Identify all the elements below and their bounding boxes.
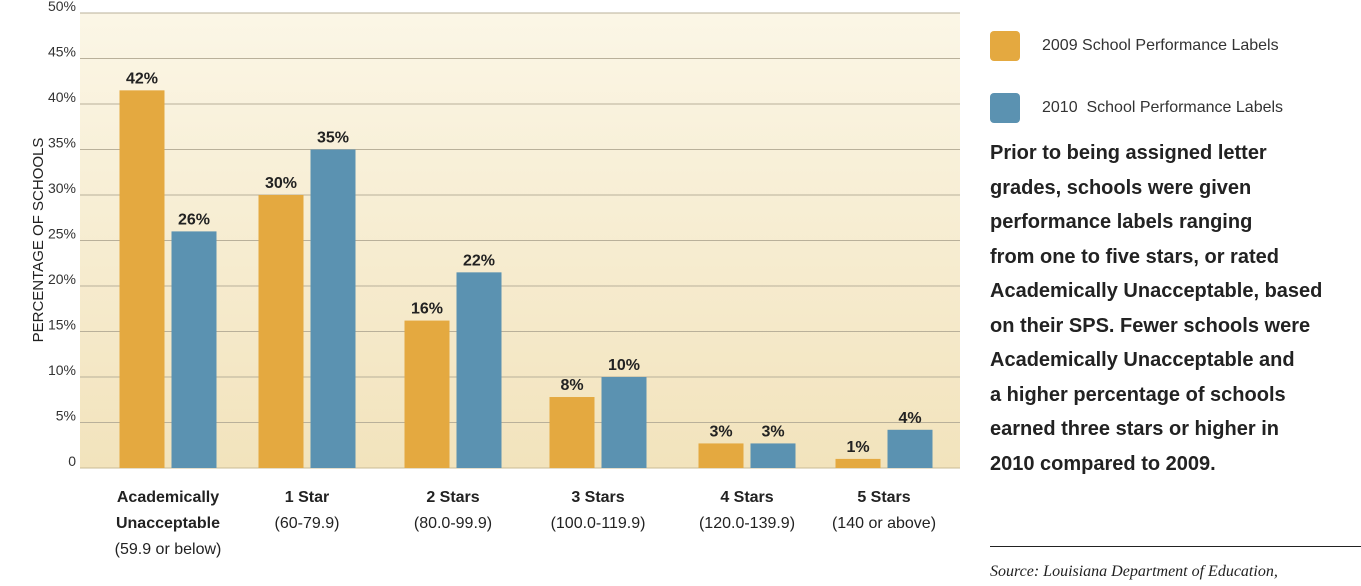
category-range: (120.0-139.9) (699, 515, 795, 532)
y-tick-label: 30% (48, 180, 76, 196)
y-tick-label: 0 (68, 453, 76, 469)
data-label: 10% (608, 357, 640, 374)
data-label: 22% (463, 252, 495, 269)
bar-2010 (750, 443, 796, 468)
category-range: (80.0-99.9) (414, 515, 492, 532)
category-range: (100.0-119.9) (551, 515, 646, 532)
data-label: 30% (265, 175, 297, 192)
y-tick-label: 35% (48, 135, 76, 151)
y-tick-label: 40% (48, 89, 76, 105)
bar-2010 (456, 272, 502, 468)
note-line: Academically Unacceptable and (990, 349, 1295, 371)
note-line: a higher percentage of schools (990, 383, 1286, 406)
note-line: grades, schools were given (990, 176, 1252, 199)
legend-item-2009: 2009 School Performance Labels (990, 15, 1283, 77)
y-tick-label: 45% (48, 44, 76, 60)
data-label: 3% (709, 423, 732, 440)
bar-2009 (698, 443, 744, 468)
data-label: 35% (317, 130, 349, 147)
bar-2010 (887, 429, 933, 468)
legend-item-2010: 2010 School Performance Labels (990, 77, 1283, 139)
legend: 2009 School Performance Labels 2010 Scho… (990, 15, 1283, 139)
y-tick-label: 50% (48, 0, 76, 14)
note-line: performance labels ranging (990, 211, 1253, 233)
note-line: on their SPS. Fewer schools were (990, 314, 1311, 337)
data-label: 3% (761, 423, 784, 440)
bar-2009 (404, 320, 450, 468)
category-range: (140 or above) (832, 515, 936, 532)
data-label: 8% (560, 377, 583, 394)
bar-2010 (171, 231, 217, 468)
data-label: 16% (411, 301, 443, 318)
data-label: 26% (178, 211, 210, 228)
note-line: Prior to being assigned letter (990, 142, 1267, 164)
y-tick-label: 15% (48, 317, 76, 333)
bar-2010 (310, 149, 356, 468)
category-name: 5 Stars (857, 489, 910, 506)
legend-label-2010: 2010 School Performance Labels (1042, 99, 1284, 116)
bar-2009 (258, 195, 304, 468)
category-name: 1 Star (285, 489, 329, 506)
note-line: 2010 compared to 2009. (990, 452, 1216, 475)
y-tick-label: 20% (48, 271, 76, 287)
explanatory-note: Prior to being assigned letter grades, s… (990, 136, 1361, 481)
bar-2009 (549, 397, 595, 468)
note-line: earned three stars or higher in (990, 418, 1279, 440)
y-axis-label: PERCENTAGE OF SCHOOLS (30, 138, 47, 343)
legend-swatch-2010 (990, 93, 1020, 123)
data-label: 4% (898, 410, 921, 427)
y-tick-label: 5% (56, 408, 76, 424)
y-tick-label: 10% (48, 362, 76, 378)
bar-2009 (835, 458, 881, 468)
note-line: from one to five stars, or rated (990, 245, 1279, 268)
category-name: 2 Stars (426, 489, 479, 506)
note-line: Academically Unacceptable, based (990, 280, 1323, 302)
source-citation: Source: Louisiana Department of Educatio… (990, 563, 1278, 580)
bar-2010 (601, 377, 647, 468)
category-range: (60-79.9) (275, 515, 340, 532)
divider (990, 546, 1361, 547)
legend-label-2009: 2009 School Performance Labels (1042, 37, 1279, 54)
category-name: 4 Stars (720, 489, 773, 506)
bar-chart: 0 5% 10% 15% 20% 25% 30% 35% 40% 45% 50% 42% 30% 16%… (30, 0, 960, 558)
category-name: 3 Stars (571, 489, 624, 506)
legend-swatch-2009 (990, 31, 1020, 61)
data-label: 1% (846, 439, 869, 456)
category-name: Unacceptable (116, 515, 220, 532)
category-range: (59.9 or below) (115, 541, 222, 558)
data-label: 42% (126, 70, 158, 87)
category-name: Academically (117, 489, 219, 506)
y-tick-label: 25% (48, 226, 76, 242)
bar-2009 (119, 90, 165, 468)
